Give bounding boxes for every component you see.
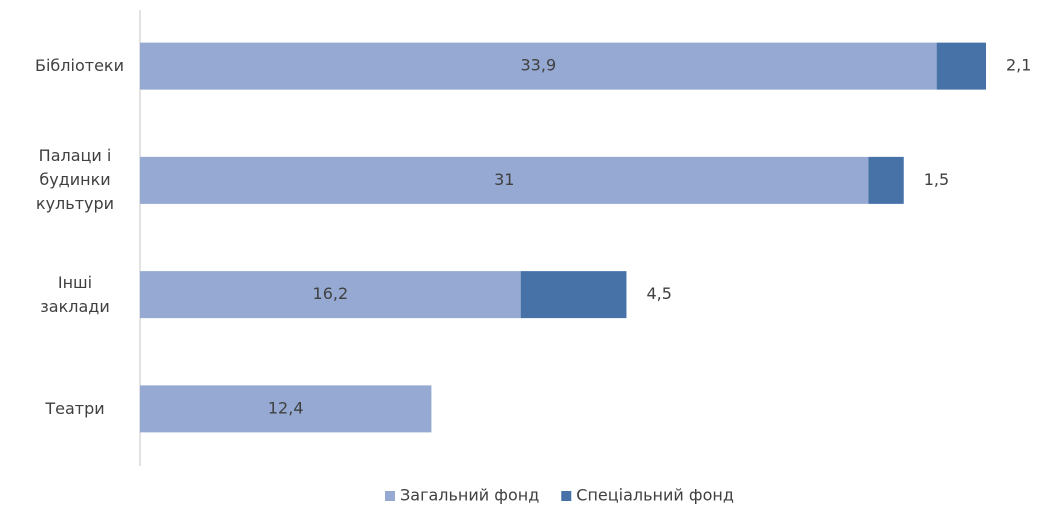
legend-label: Спеціальний фонд bbox=[576, 486, 734, 505]
value-label: 16,2 bbox=[313, 284, 349, 303]
category-label: Палаци і будинки культури bbox=[35, 146, 115, 214]
value-label: 1,5 bbox=[924, 170, 949, 189]
category-label: Театри bbox=[45, 398, 105, 418]
bar-segment bbox=[936, 42, 986, 90]
category-label: Бібліотеки bbox=[35, 56, 124, 76]
bar-segment bbox=[140, 42, 937, 90]
bar-segment bbox=[520, 271, 627, 319]
value-label: 31 bbox=[494, 170, 514, 189]
legend-swatch bbox=[385, 491, 395, 501]
legend-label: Загальний фонд bbox=[400, 486, 539, 505]
bar-segment bbox=[868, 156, 904, 204]
category-label: Інші заклади bbox=[40, 272, 110, 316]
value-label: 4,5 bbox=[646, 284, 671, 303]
value-label: 12,4 bbox=[268, 398, 304, 417]
value-label: 33,9 bbox=[521, 56, 557, 75]
bar-segment bbox=[140, 271, 521, 319]
legend-swatch bbox=[561, 491, 572, 501]
bar-segment bbox=[140, 385, 432, 433]
bar-segment bbox=[140, 156, 869, 204]
value-label: 2,1 bbox=[1006, 56, 1031, 75]
